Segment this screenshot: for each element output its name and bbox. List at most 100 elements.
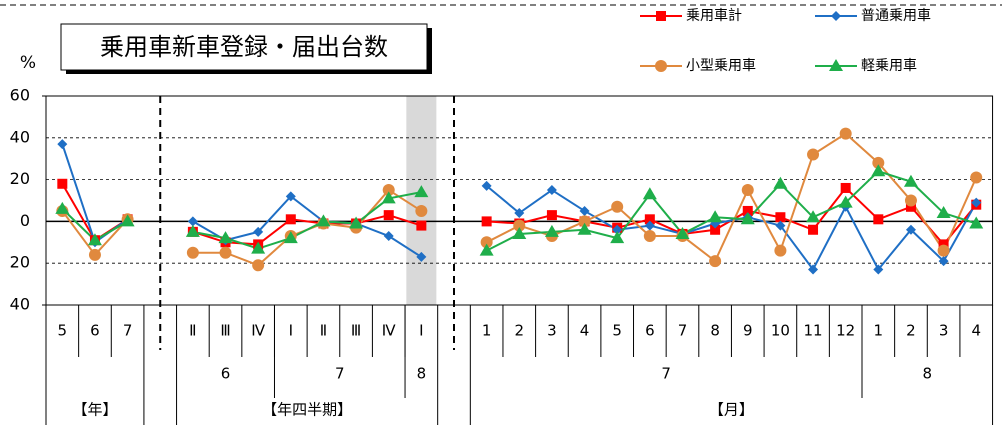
marker: [871, 164, 886, 177]
legend-marker: [655, 60, 667, 72]
marker: [611, 200, 624, 213]
y-tick-label: 20: [10, 169, 30, 188]
marker: [383, 210, 394, 221]
y-tick-label: 20: [10, 253, 30, 272]
marker: [774, 244, 787, 257]
series-line: [61, 132, 978, 267]
marker: [643, 230, 656, 243]
title-box: [60, 23, 428, 71]
x-tick-label: 3: [547, 322, 557, 340]
marker: [513, 219, 526, 232]
marker: [612, 224, 623, 235]
marker: [546, 210, 557, 221]
marker: [416, 220, 427, 231]
highlight: [406, 96, 437, 305]
marker: [414, 185, 429, 198]
y-tick-label: 40: [10, 127, 30, 146]
marker: [285, 214, 296, 225]
x-tick-label: 7: [678, 322, 688, 340]
legend-marker: [831, 11, 841, 21]
x-tick-label: 1: [874, 322, 884, 340]
marker: [903, 174, 918, 187]
marker: [709, 255, 722, 268]
marker: [970, 171, 983, 184]
marker: [775, 212, 786, 223]
x-tick-label: 12: [836, 322, 855, 340]
marker: [57, 178, 68, 189]
x-tick-label: 7: [123, 322, 133, 340]
marker: [416, 251, 427, 262]
marker: [838, 195, 853, 208]
marker: [349, 216, 364, 229]
x-tick-label: Ⅳ: [251, 322, 265, 340]
marker: [381, 191, 396, 204]
marker: [316, 214, 331, 227]
marker: [479, 243, 494, 256]
marker: [577, 222, 592, 235]
y-tick-label: 0: [20, 211, 30, 230]
legend-marker: [829, 59, 843, 71]
marker: [480, 236, 493, 249]
marker: [87, 233, 102, 246]
marker: [644, 214, 655, 225]
marker: [839, 127, 852, 140]
series-line: [61, 143, 978, 272]
marker: [741, 184, 754, 197]
x-tick-label: Ⅱ: [320, 322, 327, 340]
marker: [253, 226, 264, 237]
legend-label: 普通乗用車: [861, 7, 931, 24]
x-tick-label: 6: [645, 322, 655, 340]
legend-label: 乗用車計: [686, 7, 742, 24]
x-tick-label: 4: [971, 322, 981, 340]
marker: [481, 216, 492, 227]
marker: [775, 220, 786, 231]
marker: [283, 231, 298, 244]
x-tick-label: Ⅱ: [189, 322, 196, 340]
marker: [383, 231, 394, 242]
marker: [186, 246, 199, 259]
marker: [742, 205, 753, 216]
x-section-label: 【年】: [72, 401, 117, 419]
plot-border: [45, 95, 994, 306]
x-tick-label: 6: [90, 322, 100, 340]
x-tick-label: 10: [771, 322, 790, 340]
marker: [252, 259, 265, 272]
marker: [415, 204, 428, 217]
marker: [938, 256, 949, 267]
marker: [675, 226, 690, 239]
x-tick-label: 5: [58, 322, 68, 340]
x-group-label: 8: [923, 365, 933, 383]
x-section-label: 【月】: [709, 401, 754, 419]
marker: [514, 208, 525, 219]
x-tick-label: 3: [939, 322, 949, 340]
marker: [969, 216, 984, 229]
marker: [187, 216, 198, 227]
marker: [578, 215, 591, 228]
marker: [185, 224, 200, 237]
legend-marker: [656, 11, 666, 21]
x-section-label: 【年四半期】: [262, 401, 352, 419]
marker: [807, 148, 820, 161]
marker: [708, 210, 723, 223]
x-tick-label: 5: [612, 322, 622, 340]
x-tick-label: Ⅰ: [419, 322, 423, 340]
marker: [251, 241, 266, 254]
x-tick-label: 8: [710, 322, 720, 340]
marker: [644, 220, 655, 231]
marker: [219, 246, 232, 259]
x-tick-label: Ⅲ: [351, 322, 361, 340]
x-group-label: 8: [417, 365, 427, 383]
marker: [546, 185, 557, 196]
marker: [120, 214, 135, 227]
legend-label: 小型乗用車: [686, 57, 756, 74]
x-tick-label: 4: [580, 322, 590, 340]
x-tick-label: 9: [743, 322, 753, 340]
marker: [873, 214, 884, 225]
marker: [840, 182, 851, 193]
marker: [610, 231, 625, 244]
marker: [904, 194, 917, 207]
y-unit: %: [20, 53, 36, 73]
y-tick-label: 40: [10, 295, 30, 314]
x-tick-label: 2: [515, 322, 525, 340]
